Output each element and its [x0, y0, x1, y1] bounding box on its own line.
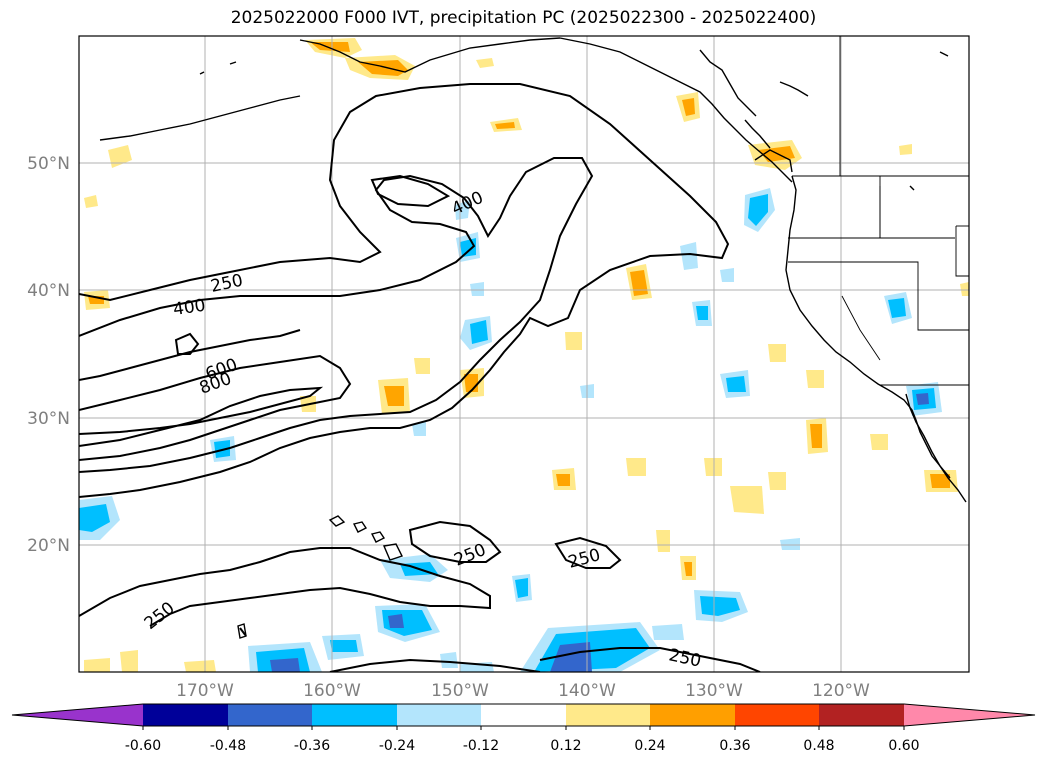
precip-positive-blob [810, 424, 822, 448]
precip-positive-blob [960, 282, 969, 296]
colorbar-segment [819, 704, 904, 726]
precip-positive-blob [656, 530, 670, 552]
state-borders [788, 36, 969, 386]
precip-negative-blob [440, 652, 458, 668]
precip-positive-blob [768, 472, 786, 490]
map-title: 2025022000 F000 IVT, precipitation PC (2… [230, 8, 817, 28]
colorbar-segments [11, 703, 1036, 730]
colorbar-segment [12, 704, 143, 726]
map-gridlines [79, 36, 969, 672]
precip-shading [79, 38, 969, 672]
precip-positive-blob [806, 370, 824, 388]
colorbar: -0.60 -0.48 -0.36 -0.24 -0.12 0.12 0.24 … [11, 703, 1036, 754]
colorbar-tick-label: 0.60 [888, 738, 919, 754]
colorbar-tick-label: 0.24 [634, 738, 665, 754]
colorbar-segment [566, 704, 650, 726]
precip-positive-blob [682, 98, 695, 116]
precip-positive-blob [930, 474, 950, 488]
precip-negative-blob [515, 578, 528, 598]
precip-positive-blob [84, 195, 98, 208]
colorbar-segment [228, 704, 312, 726]
precip-positive-blob [626, 458, 646, 476]
precip-positive-blob [565, 332, 582, 350]
lon-label-160w: 160°W [303, 681, 361, 701]
lon-label-120w: 120°W [812, 681, 870, 701]
precip-negative-blob [79, 504, 110, 532]
lon-label-140w: 140°W [558, 681, 616, 701]
precip-positive-blob [184, 660, 216, 672]
colorbar-segment [143, 704, 228, 726]
precip-negative-blob [388, 614, 404, 628]
contour-label: 400 [172, 296, 207, 320]
colorbar-tick-label: -0.36 [294, 738, 330, 754]
latitude-labels: 50°N 40°N 30°N 20°N [27, 154, 70, 556]
precip-negative-blob [270, 658, 300, 672]
colorbar-segment [904, 704, 1035, 726]
precip-positive-blob [84, 658, 110, 672]
precip-negative-blob [916, 393, 929, 405]
colorbar-segment [312, 704, 397, 726]
precip-positive-blob [684, 562, 692, 576]
lon-label-130w: 130°W [685, 681, 743, 701]
colorbar-tick-label: -0.12 [463, 738, 499, 754]
ivt-contours [79, 83, 761, 672]
precip-negative-blob [748, 194, 768, 226]
colorbar-tick-label: 0.12 [550, 738, 581, 754]
precip-negative-blob [696, 306, 708, 320]
precip-negative-blob [720, 268, 734, 282]
precip-negative-blob [680, 242, 698, 270]
lat-label-30n: 30°N [27, 409, 70, 429]
precip-negative-blob [470, 282, 484, 296]
colorbar-segment [735, 704, 819, 726]
precip-positive-blob [476, 58, 494, 68]
precip-negative-blob [700, 596, 740, 616]
lon-label-170w: 170°W [176, 681, 234, 701]
precip-negative-blob [470, 320, 488, 344]
map-frame [78, 35, 970, 673]
precip-positive-blob [870, 434, 888, 450]
colorbar-segment [650, 704, 735, 726]
colorbar-segment [397, 704, 481, 726]
precip-positive-blob [899, 144, 912, 155]
precip-negative-blob [726, 376, 746, 392]
precip-negative-blob [652, 624, 684, 640]
lon-label-150w: 150°W [431, 681, 489, 701]
colorbar-tick-label: 0.48 [803, 738, 834, 754]
precip-negative-blob [780, 538, 800, 550]
colorbar-tick-label: -0.48 [210, 738, 246, 754]
precip-positive-blob [768, 344, 786, 362]
precip-positive-blob [556, 474, 570, 486]
precip-negative-blob [888, 298, 906, 318]
precip-positive-blob [704, 458, 722, 476]
precip-positive-blob [384, 386, 404, 406]
precip-negative-blob [330, 640, 358, 652]
precip-positive-blob [414, 358, 430, 374]
colorbar-tick-label: -0.24 [379, 738, 415, 754]
map-panel[interactable]: 400 250 400 600 800 250 250 250 250 [79, 36, 969, 672]
precip-positive-blob [108, 145, 132, 168]
colorbar-segment [481, 704, 566, 726]
precip-negative-blob [455, 200, 470, 220]
lat-label-50n: 50°N [27, 154, 70, 174]
precip-positive-blob [495, 122, 515, 129]
lat-label-40n: 40°N [27, 281, 70, 301]
precip-negative-blob [550, 642, 592, 672]
lat-label-20n: 20°N [27, 536, 70, 556]
longitude-labels: 170°W 160°W 150°W 140°W 130°W 120°W [176, 681, 870, 701]
colorbar-tick-label: 0.36 [719, 738, 750, 754]
colorbar-tick-label: -0.60 [125, 738, 161, 754]
precip-negative-blob [412, 422, 426, 436]
precip-positive-blob [730, 486, 764, 514]
precip-positive-blob [120, 650, 138, 672]
colorbar-tick-labels: -0.60 -0.48 -0.36 -0.24 -0.12 0.12 0.24 … [125, 738, 920, 754]
